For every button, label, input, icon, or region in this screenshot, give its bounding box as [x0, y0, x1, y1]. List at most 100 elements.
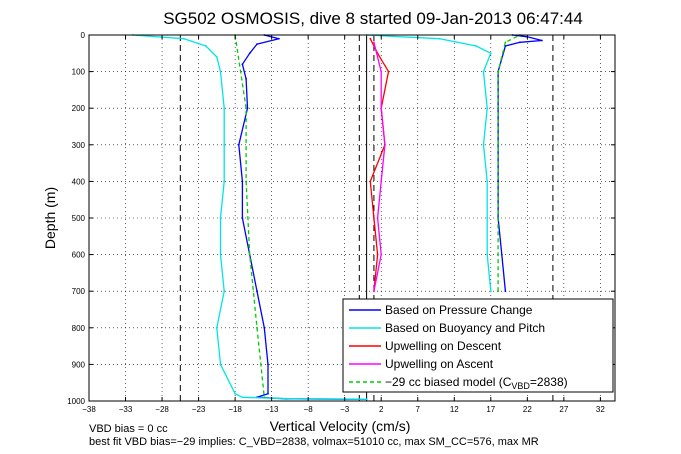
- x-tick-label: 2: [379, 405, 384, 414]
- series-line-8: [497, 34, 521, 292]
- series-point-2: [223, 180, 226, 183]
- x-tick-label: −23: [192, 405, 206, 414]
- legend-label-1: Based on Pressure Change: [385, 303, 533, 317]
- legend-label-4: Upwelling on Ascent: [385, 357, 494, 371]
- series-point-3: [376, 253, 379, 256]
- series-point-7: [486, 107, 489, 110]
- series-point-3: [373, 217, 375, 219]
- y-tick-label: 200: [72, 104, 86, 113]
- x-tick-label: −8: [304, 405, 314, 414]
- series-point-2: [219, 363, 222, 366]
- series-point-5: [263, 396, 266, 399]
- series-point-2: [219, 253, 222, 256]
- y-tick-label: 0: [81, 31, 86, 40]
- series-line-4: [373, 42, 386, 292]
- y-tick-label: 500: [72, 214, 86, 223]
- series-point-5: [256, 326, 258, 329]
- series-point-2: [219, 217, 222, 219]
- series-point-1: [267, 363, 269, 366]
- series-point-5: [245, 180, 248, 183]
- series-group: [131, 34, 543, 401]
- series-point-5: [245, 107, 248, 110]
- series-point-1: [278, 37, 280, 40]
- y-tick-label: 800: [72, 324, 86, 333]
- series-point-1: [241, 63, 244, 66]
- x-tick-label: 32: [596, 405, 605, 414]
- series-point-4: [373, 290, 375, 293]
- series-point-7: [482, 143, 485, 146]
- series-point-7: [486, 180, 489, 183]
- series-point-2: [241, 396, 244, 399]
- series-point-1: [237, 143, 240, 146]
- series-point-2: [215, 56, 218, 58]
- series-point-4: [384, 143, 386, 146]
- y-axis-label: Depth (m): [42, 187, 58, 249]
- series-point-7: [482, 70, 485, 73]
- x-tick-label: −13: [265, 405, 279, 414]
- series-point-3: [369, 180, 372, 183]
- y-tick-label: 600: [72, 251, 86, 260]
- series-point-1: [245, 78, 248, 80]
- series-point-2: [205, 45, 207, 47]
- series-point-1: [267, 392, 269, 395]
- series-point-6: [541, 39, 543, 42]
- y-tick-label: 400: [72, 177, 86, 186]
- series-point-1: [256, 290, 258, 293]
- series-point-4: [380, 70, 383, 73]
- legend-model-suffix: =2838): [530, 375, 568, 389]
- series-point-8: [497, 290, 499, 293]
- legend-items: Based on Pressure Change Based on Buoyanc…: [349, 303, 545, 371]
- x-tick-label: 7: [416, 405, 421, 414]
- series-point-7: [489, 52, 492, 55]
- y-tick-label: 900: [72, 360, 86, 369]
- series-point-2: [183, 37, 185, 40]
- series-line-6: [497, 34, 543, 292]
- legend-model-sub: VBD: [511, 381, 530, 391]
- series-point-6: [519, 41, 521, 44]
- x-tick-label: −3: [340, 405, 350, 414]
- y-tick-label: 100: [72, 68, 86, 77]
- y-ticks: 0 100 200 300 400 500 600 700 800 900 1000: [67, 31, 615, 406]
- series-point-2: [219, 70, 222, 73]
- series-point-8: [504, 41, 507, 44]
- series-point-4: [380, 180, 383, 183]
- series-point-4: [376, 217, 379, 219]
- series-point-1: [263, 326, 266, 329]
- x-tick-label: 27: [559, 405, 568, 414]
- y-tick-label: 700: [72, 287, 86, 296]
- x-tick-label: −38: [82, 405, 96, 414]
- series-point-4: [373, 41, 375, 44]
- x-tick-label: −28: [155, 405, 169, 414]
- series-point-2: [223, 290, 226, 293]
- footer-vbd-bias: VBD bias = 0 cc: [89, 423, 168, 435]
- legend-label-2: Based on Buoyancy and Pitch: [385, 321, 545, 335]
- series-point-2: [223, 107, 226, 110]
- series-point-8: [497, 217, 499, 219]
- series-point-7: [489, 290, 492, 293]
- x-ticks: −38 −33 −28 −23 −18 −13 −8 −3 2 7 12 17 22 27 32: [82, 35, 605, 414]
- x-axis-label: Vertical Velocity (cm/s): [270, 418, 411, 434]
- chart-title: SG502 OSMOSIS, dive 8 started 09-Jan-201…: [163, 9, 583, 28]
- series-point-2: [365, 398, 368, 401]
- footer-best-fit: best fit VBD bias=−29 implies: C_VBD=283…: [89, 436, 539, 448]
- series-point-8: [497, 70, 499, 73]
- legend-label-biased-model: −29 cc biased model (CVBD=2838): [385, 375, 568, 391]
- series-point-1: [241, 217, 244, 219]
- series-point-4: [380, 253, 383, 256]
- legend-model-prefix: −29 cc biased model (C: [385, 375, 512, 389]
- series-point-2: [215, 326, 218, 329]
- x-tick-label: −18: [228, 405, 242, 414]
- series-point-2: [223, 143, 226, 146]
- x-tick-label: 17: [486, 405, 495, 414]
- series-point-7: [486, 217, 489, 219]
- series-point-7: [486, 253, 489, 256]
- y-tick-label: 300: [72, 141, 86, 150]
- x-tick-label: 22: [523, 405, 532, 414]
- series-point-2: [234, 392, 237, 395]
- series-point-5: [248, 253, 251, 256]
- series-line-5: [234, 34, 265, 398]
- series-point-8: [497, 143, 499, 146]
- series-point-1: [241, 180, 244, 183]
- legend-box: [342, 298, 614, 393]
